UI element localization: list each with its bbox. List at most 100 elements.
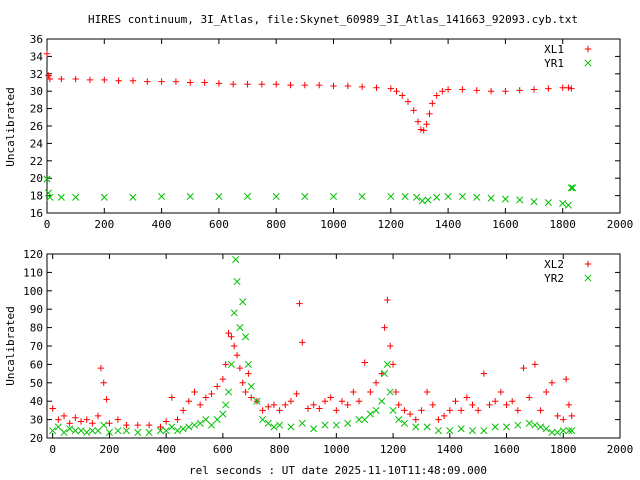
data-point bbox=[537, 407, 544, 414]
data-point bbox=[487, 88, 495, 95]
data-point bbox=[174, 416, 181, 423]
data-point bbox=[272, 192, 280, 201]
data-point bbox=[83, 428, 91, 437]
data-point bbox=[502, 88, 509, 95]
data-point bbox=[387, 192, 395, 201]
data-point bbox=[564, 201, 572, 209]
data-point bbox=[514, 407, 522, 414]
data-point bbox=[230, 309, 238, 317]
data-point bbox=[301, 81, 309, 89]
data-point bbox=[542, 425, 550, 433]
chart-title: HIRES continuum, 3I_Atlas, file:Skynet_6… bbox=[88, 13, 578, 26]
data-point bbox=[458, 192, 466, 201]
legend-label: XL2 bbox=[544, 258, 564, 271]
y-tick-label: 22 bbox=[30, 155, 43, 168]
data-point bbox=[114, 416, 122, 423]
data-point bbox=[89, 420, 96, 427]
data-point bbox=[172, 78, 180, 85]
data-point bbox=[520, 364, 527, 372]
data-point bbox=[196, 401, 204, 409]
data-point bbox=[434, 427, 443, 435]
x-tick-label: 1800 bbox=[550, 443, 577, 456]
data-point bbox=[60, 412, 68, 420]
data-point bbox=[202, 394, 210, 401]
data-point bbox=[298, 419, 306, 427]
y-tick-label: 36 bbox=[30, 33, 43, 46]
data-point bbox=[559, 199, 567, 207]
x-tick-label: 1000 bbox=[320, 218, 347, 231]
data-point bbox=[543, 388, 550, 396]
data-point bbox=[115, 77, 122, 84]
data-point bbox=[378, 397, 386, 405]
data-point bbox=[66, 420, 73, 427]
x-tick-label: 1800 bbox=[549, 218, 576, 231]
data-point bbox=[358, 83, 366, 91]
data-point bbox=[446, 427, 454, 435]
data-point bbox=[400, 419, 408, 427]
data-point bbox=[97, 364, 105, 372]
data-point bbox=[321, 398, 329, 405]
data-point bbox=[514, 421, 522, 429]
y-tick-label: 80 bbox=[30, 322, 43, 335]
data-point bbox=[201, 79, 208, 86]
data-point bbox=[333, 407, 340, 414]
data-point bbox=[417, 126, 425, 133]
data-point bbox=[568, 427, 576, 435]
data-point bbox=[567, 184, 575, 192]
data-point bbox=[569, 184, 577, 192]
x-tick-label: 200 bbox=[94, 218, 114, 231]
data-point bbox=[457, 425, 465, 433]
x-tick-label: 0 bbox=[44, 218, 51, 231]
data-point bbox=[469, 401, 476, 409]
data-point bbox=[227, 360, 235, 368]
data-point bbox=[215, 192, 223, 201]
data-point bbox=[122, 427, 130, 435]
data-point bbox=[94, 427, 102, 435]
data-point bbox=[134, 421, 141, 429]
y-tick-label: 110 bbox=[23, 266, 43, 279]
data-point bbox=[560, 416, 567, 423]
x-tick-label: 200 bbox=[99, 443, 119, 456]
data-point bbox=[565, 427, 573, 435]
data-point bbox=[372, 379, 380, 386]
data-point bbox=[144, 78, 151, 85]
data-point bbox=[562, 375, 570, 383]
x-tick-label: 1400 bbox=[437, 443, 464, 456]
data-point bbox=[265, 403, 272, 410]
data-point bbox=[439, 88, 446, 95]
data-point bbox=[344, 82, 352, 90]
data-point bbox=[196, 419, 204, 427]
data-point bbox=[43, 175, 51, 183]
y-axis-label: Uncalibrated bbox=[4, 87, 17, 166]
data-point bbox=[423, 423, 431, 431]
data-point bbox=[525, 419, 533, 427]
data-point bbox=[395, 401, 402, 409]
data-point bbox=[435, 416, 442, 423]
data-point bbox=[293, 390, 300, 398]
data-point bbox=[296, 300, 303, 307]
data-point bbox=[162, 427, 170, 435]
data-point bbox=[418, 197, 426, 205]
data-point bbox=[410, 107, 417, 114]
data-point bbox=[361, 359, 368, 366]
data-point bbox=[273, 81, 280, 88]
data-point bbox=[219, 410, 227, 418]
data-point bbox=[530, 198, 538, 206]
data-point bbox=[55, 416, 62, 423]
x-tick-label: 1400 bbox=[435, 218, 462, 231]
y-tick-label: 70 bbox=[30, 340, 43, 353]
data-point bbox=[259, 416, 267, 424]
data-point bbox=[444, 86, 452, 93]
data-point bbox=[49, 405, 56, 412]
data-point bbox=[516, 196, 524, 204]
data-point bbox=[384, 296, 391, 304]
data-point bbox=[72, 414, 79, 421]
data-point bbox=[433, 193, 441, 201]
data-point bbox=[401, 192, 409, 201]
data-point bbox=[86, 76, 94, 84]
data-point bbox=[247, 382, 255, 391]
data-point bbox=[215, 80, 223, 87]
data-point bbox=[503, 401, 510, 409]
x-tick-label: 1600 bbox=[493, 443, 520, 456]
data-point bbox=[344, 401, 351, 409]
